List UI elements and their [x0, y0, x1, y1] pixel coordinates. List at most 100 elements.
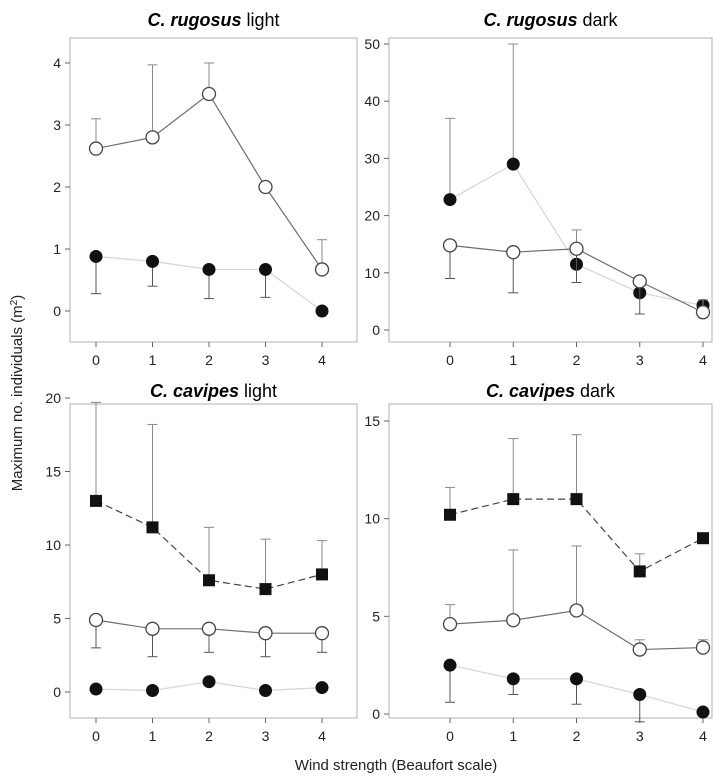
point-filled-circle — [633, 687, 647, 701]
y-tick-label: 10 — [364, 511, 380, 527]
x-tick-label: 3 — [262, 728, 270, 744]
x-tick-label: 1 — [509, 352, 517, 368]
y-tick-label: 10 — [45, 537, 61, 553]
point-open-circle — [145, 130, 160, 145]
y-tick-label: 3 — [53, 117, 61, 133]
point-open-circle — [314, 262, 330, 277]
panel-cavipes-light: C. cavipes light 0 5 10 15 20 0 1 2 3 4 — [45, 381, 358, 744]
panel-title: C. cavipes dark — [486, 381, 616, 401]
point-filled-square — [633, 565, 646, 578]
y-tick-label: 10 — [364, 265, 380, 281]
point-open-circle — [695, 640, 711, 655]
point-filled-circle — [146, 684, 159, 698]
y-tick-label: 0 — [372, 322, 380, 338]
y-tick-label: 30 — [364, 150, 380, 166]
point-filled-circle — [202, 675, 216, 689]
plot-frame — [388, 403, 713, 719]
point-filled-circle — [443, 658, 457, 672]
point-filled-square — [90, 494, 102, 507]
y-tick-label: 20 — [45, 390, 61, 406]
series-filled-circle — [89, 675, 329, 698]
x-tick-label: 2 — [205, 728, 213, 744]
point-open-circle — [88, 141, 104, 156]
y-tick-label: 0 — [53, 303, 61, 319]
series-filled-square — [444, 434, 709, 578]
point-filled-circle — [315, 681, 329, 695]
point-filled-circle — [696, 705, 710, 719]
x-tick-label: 3 — [636, 728, 644, 744]
point-filled-circle — [259, 262, 272, 276]
point-filled-circle — [259, 684, 272, 698]
series-filled-circle — [89, 249, 329, 318]
y-tick-label: 50 — [364, 36, 380, 52]
panel-title-species: C. rugosus — [147, 10, 241, 30]
panel-cavipes-dark: C. cavipes dark 0 5 10 15 0 1 2 3 4 — [364, 381, 713, 744]
series-line — [449, 498, 704, 573]
point-filled-square — [259, 583, 272, 596]
y-tick-label: 1 — [53, 241, 61, 257]
panel-title-suffix: light — [239, 381, 277, 401]
point-open-circle — [632, 642, 647, 657]
point-filled-circle — [506, 157, 520, 171]
point-filled-circle — [89, 682, 103, 696]
x-tick-label: 3 — [636, 352, 644, 368]
x-tick-label: 0 — [92, 352, 100, 368]
point-open-circle — [506, 245, 521, 260]
point-filled-square — [697, 532, 709, 545]
point-filled-square — [203, 574, 215, 587]
point-open-circle — [258, 626, 273, 641]
y-axis-label-sup: 2 — [9, 299, 20, 305]
series-open-circle — [442, 229, 711, 320]
y-tick-label: 0 — [53, 684, 61, 700]
point-open-circle — [201, 621, 217, 636]
series-filled-square — [90, 401, 328, 596]
series-open-circle — [88, 612, 330, 658]
point-filled-circle — [315, 304, 329, 318]
panel-title-species: C. rugosus — [483, 10, 577, 30]
point-filled-square — [316, 568, 328, 581]
point-filled-circle — [202, 262, 216, 276]
point-open-circle — [506, 613, 521, 628]
x-tick-label: 1 — [149, 728, 157, 744]
series-open-circle — [88, 62, 330, 277]
panel-title-species: C. cavipes — [486, 381, 575, 401]
x-axis-label: Wind strength (Beaufort scale) — [295, 757, 498, 774]
x-tick-label: 4 — [318, 728, 326, 744]
point-filled-circle — [570, 672, 583, 686]
panel-title: C. cavipes light — [150, 381, 277, 401]
point-open-circle — [569, 603, 584, 618]
y-tick-label: 4 — [53, 55, 61, 71]
x-tick-label: 0 — [446, 352, 454, 368]
point-open-circle — [442, 616, 458, 632]
x-tick-label: 3 — [262, 352, 270, 368]
panel-rugosus-dark: C. rugosus dark 0 10 20 30 40 50 0 1 2 3 4 — [364, 10, 713, 368]
plot-frame — [69, 403, 358, 719]
y-tick-label: 2 — [53, 179, 61, 195]
x-tick-label: 2 — [205, 352, 213, 368]
panel-title-species: C. cavipes — [150, 381, 239, 401]
point-open-circle — [695, 305, 711, 320]
point-filled-circle — [443, 193, 457, 207]
x-tick-label: 1 — [509, 728, 517, 744]
y-tick-label: 20 — [364, 208, 380, 224]
series-open-circle — [442, 545, 711, 657]
point-open-circle — [258, 179, 273, 195]
panel-title-suffix: light — [241, 10, 279, 30]
series-line — [95, 93, 323, 270]
panel-rugosus-light: C. rugosus light 0 1 2 3 4 0 1 2 3 4 — [53, 10, 358, 368]
y-tick-label: 15 — [364, 413, 380, 429]
y-tick-label: 5 — [372, 608, 380, 624]
point-open-circle — [145, 621, 160, 636]
point-filled-square — [570, 493, 583, 506]
y-axis-label: Maximum no. individuals (m2) — [9, 295, 27, 491]
y-tick-label: 0 — [372, 706, 380, 722]
point-open-circle — [88, 612, 104, 628]
panel-title-suffix: dark — [575, 381, 616, 401]
x-tick-label: 1 — [149, 352, 157, 368]
y-tick-label: 5 — [53, 611, 61, 627]
plot-frame — [69, 37, 358, 343]
point-open-circle — [632, 274, 647, 289]
point-open-circle — [569, 241, 584, 256]
x-tick-label: 2 — [573, 352, 581, 368]
